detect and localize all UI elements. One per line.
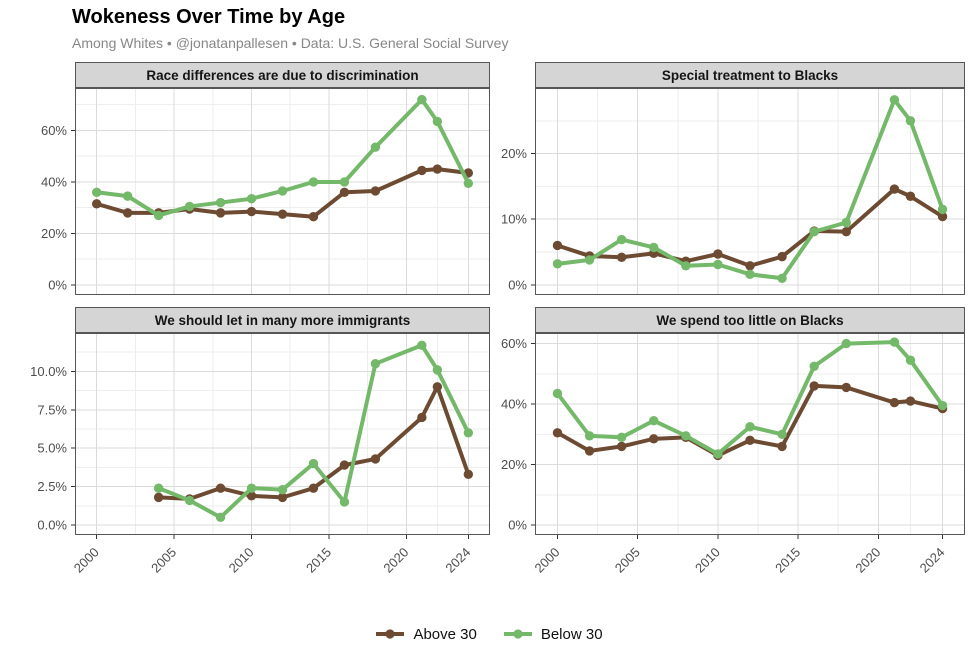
svg-text:0%: 0% bbox=[508, 277, 527, 292]
svg-text:10%: 10% bbox=[501, 212, 527, 227]
svg-text:60%: 60% bbox=[501, 336, 527, 351]
facet-strip-spend-on-blacks: We spend too little on Blacks bbox=[535, 307, 965, 333]
above-30-line-icon bbox=[376, 629, 405, 639]
facet-plot-immigrants: 0.0% 2.5% 5.0% 7.5% 10.0% 2000 2005 2010 2015 202… bbox=[30, 333, 490, 576]
svg-text:2024: 2024 bbox=[917, 545, 948, 576]
svg-text:2.5%: 2.5% bbox=[37, 479, 67, 494]
legend: Above 30 Below 30 bbox=[0, 616, 978, 652]
legend-item-below-30: Below 30 bbox=[503, 626, 603, 643]
svg-text:2010: 2010 bbox=[226, 545, 257, 576]
svg-text:2015: 2015 bbox=[303, 545, 334, 576]
facet-strip-race-discrimination: Race differences are due to discriminati… bbox=[75, 62, 490, 88]
svg-text:2005: 2005 bbox=[148, 545, 179, 576]
legend-label: Above 30 bbox=[413, 625, 477, 643]
legend-item-above-30: Above 30 bbox=[375, 625, 477, 643]
facet-strip-special-treatment: Special treatment to Blacks bbox=[535, 62, 965, 88]
chart-title: Wokeness Over Time by Age bbox=[72, 6, 346, 28]
facet-strip-immigrants: We should let in many more immigrants bbox=[75, 307, 490, 333]
svg-text:10.0%: 10.0% bbox=[30, 364, 67, 379]
svg-text:2024: 2024 bbox=[442, 545, 473, 576]
facet-title: Special treatment to Blacks bbox=[661, 67, 839, 83]
svg-text:40%: 40% bbox=[41, 174, 67, 189]
svg-text:0%: 0% bbox=[48, 277, 67, 292]
svg-text:60%: 60% bbox=[41, 123, 67, 138]
svg-text:7.5%: 7.5% bbox=[37, 402, 67, 417]
svg-text:2020: 2020 bbox=[852, 545, 883, 576]
svg-text:2010: 2010 bbox=[692, 545, 723, 576]
svg-text:2000: 2000 bbox=[532, 545, 563, 576]
facet-plot-special-treatment: 0% 10% 20% bbox=[501, 88, 965, 295]
facet-plot-race-discrimination: 0% 20% 40% 60% bbox=[41, 88, 490, 295]
svg-text:2015: 2015 bbox=[772, 545, 803, 576]
svg-text:0.0%: 0.0% bbox=[37, 518, 67, 533]
facet-plot-spend-on-blacks: 0% 20% 40% 60% 2000 2005 2010 2015 2020 2024 bbox=[501, 333, 965, 576]
svg-text:2020: 2020 bbox=[380, 545, 411, 576]
svg-text:20%: 20% bbox=[501, 146, 527, 161]
facet-title: We should let in many more immigrants bbox=[154, 312, 411, 328]
svg-text:20%: 20% bbox=[41, 226, 67, 241]
svg-text:40%: 40% bbox=[501, 397, 527, 412]
svg-text:2005: 2005 bbox=[612, 545, 643, 576]
svg-text:0%: 0% bbox=[508, 518, 527, 533]
chart-subtitle: Among Whites • @jonatanpallesen • Data: … bbox=[72, 35, 509, 51]
facet-title: Race differences are due to discriminati… bbox=[146, 67, 419, 83]
facet-title: We spend too little on Blacks bbox=[656, 312, 844, 328]
legend-label: Below 30 bbox=[540, 625, 603, 643]
svg-text:5.0%: 5.0% bbox=[37, 441, 67, 456]
svg-text:20%: 20% bbox=[501, 457, 527, 472]
below-30-line-icon bbox=[503, 629, 532, 639]
svg-text:2000: 2000 bbox=[71, 545, 102, 576]
